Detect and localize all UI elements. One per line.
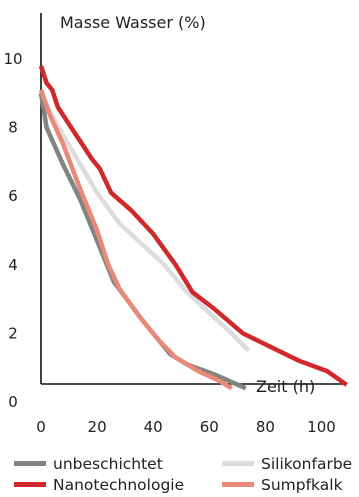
series-line-unbeschichtet bbox=[38, 92, 247, 391]
y-tick-label: 6 bbox=[8, 187, 18, 205]
x-tick-labels: 0 20 40 60 80 100 bbox=[36, 418, 336, 436]
legend-swatch-unbeschichtet bbox=[14, 461, 46, 466]
legend-swatch-nanotechnologie bbox=[14, 482, 46, 487]
y-axis-label: Masse Wasser (%) bbox=[60, 13, 206, 32]
y-tick-label: 10 bbox=[3, 50, 22, 68]
x-tick-label: 60 bbox=[200, 418, 219, 436]
x-axis-label: Zeit (h) bbox=[256, 377, 315, 396]
x-tick-label: 40 bbox=[144, 418, 163, 436]
x-tick-label: 20 bbox=[88, 418, 107, 436]
series-line-sumpfkalk bbox=[38, 89, 233, 391]
legend-label-nanotechnologie: Nanotechnologie bbox=[53, 476, 184, 494]
series-line-nanotechnologie bbox=[38, 65, 348, 387]
legend: unbeschichtet Silikonfarbe Nanotechnologie… bbox=[14, 455, 352, 494]
series-line-silikonfarbe bbox=[38, 92, 251, 353]
series-lines bbox=[38, 65, 348, 391]
x-tick-label: 80 bbox=[256, 418, 275, 436]
legend-swatch-silikonfarbe bbox=[222, 461, 254, 466]
y-tick-label: 0 bbox=[8, 393, 18, 411]
legend-label-sumpfkalk: Sumpfkalk bbox=[261, 476, 343, 494]
x-tick-label: 100 bbox=[307, 418, 336, 436]
y-tick-label: 2 bbox=[8, 324, 18, 342]
legend-label-unbeschichtet: unbeschichtet bbox=[53, 455, 163, 473]
legend-label-silikonfarbe: Silikonfarbe bbox=[261, 455, 352, 473]
y-tick-labels: 0 2 4 6 8 10 bbox=[3, 50, 22, 411]
legend-swatch-sumpfkalk bbox=[222, 482, 254, 487]
x-tick-label: 0 bbox=[36, 418, 46, 436]
y-tick-label: 8 bbox=[8, 119, 18, 137]
axes bbox=[40, 13, 346, 385]
y-tick-label: 4 bbox=[8, 256, 18, 274]
